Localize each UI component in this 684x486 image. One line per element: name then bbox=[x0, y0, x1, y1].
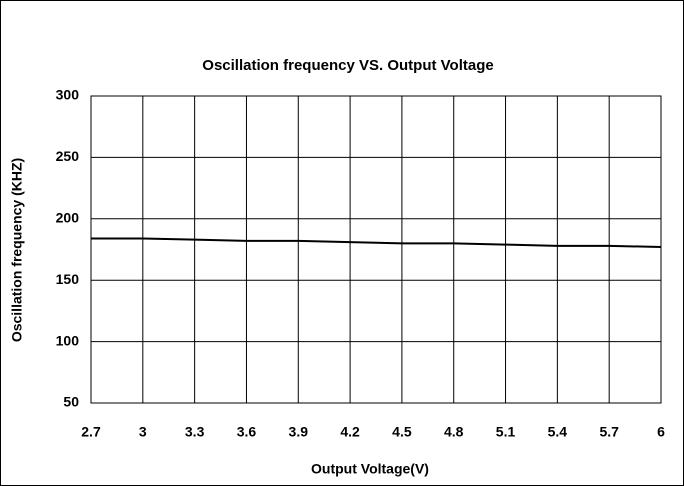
x-tick-label: 4.8 bbox=[444, 424, 464, 440]
x-tick-label: 4.2 bbox=[340, 424, 360, 440]
x-tick-label: 2.7 bbox=[81, 424, 101, 440]
y-tick-label: 300 bbox=[56, 87, 80, 103]
y-tick-label: 250 bbox=[56, 148, 80, 164]
x-tick-label: 5.4 bbox=[548, 424, 568, 440]
x-tick-label: 3 bbox=[139, 424, 147, 440]
chart-title: Oscillation frequency VS. Output Voltage bbox=[202, 57, 493, 74]
x-tick-label: 3.6 bbox=[237, 424, 257, 440]
x-tick-label: 5.7 bbox=[599, 424, 619, 440]
y-tick-label: 150 bbox=[56, 271, 80, 287]
x-tick-label: 3.3 bbox=[185, 424, 205, 440]
x-tick-label: 6 bbox=[657, 424, 665, 440]
data-line bbox=[91, 237, 662, 249]
y-tick-label: 200 bbox=[56, 210, 80, 226]
y-axis-label: Oscillation frequency (KHZ) bbox=[9, 158, 25, 342]
x-tick-label: 5.1 bbox=[496, 424, 516, 440]
x-tick-label: 4.5 bbox=[392, 424, 412, 440]
y-tick-label: 100 bbox=[56, 332, 80, 348]
x-tick-label: 3.9 bbox=[289, 424, 309, 440]
y-tick-label: 50 bbox=[63, 394, 79, 410]
plot-border bbox=[90, 95, 662, 404]
x-axis-label: Output Voltage(V) bbox=[311, 461, 429, 477]
